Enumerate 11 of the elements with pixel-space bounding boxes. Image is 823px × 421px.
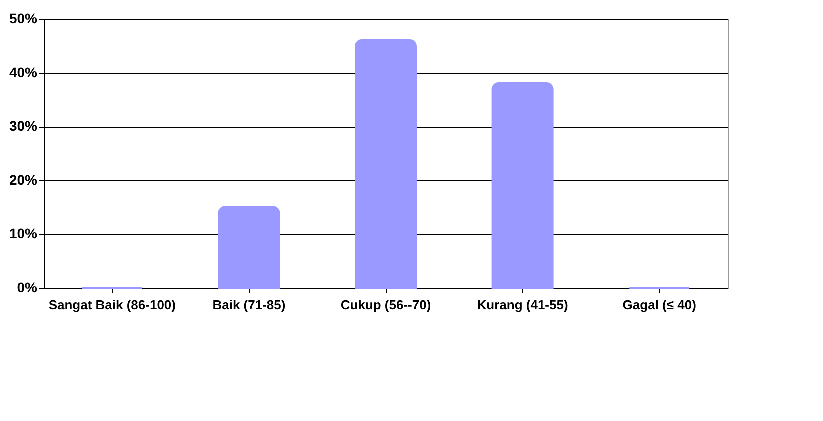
- x-tick-label: Sangat Baik (86-100): [48, 298, 176, 312]
- x-tick-label: Gagal (≤ 40): [622, 298, 696, 312]
- y-tick-label: 30%: [9, 118, 38, 134]
- y-tick-label: 10%: [9, 226, 38, 242]
- y-tick-label: 50%: [9, 10, 38, 26]
- y-tick-label: 0%: [17, 280, 38, 296]
- x-tick-label: Cukup (56--70): [340, 298, 432, 312]
- x-tick-label: Kurang (41-55): [477, 298, 568, 312]
- x-tick-label: Baik (71-85): [212, 298, 286, 312]
- y-tick-label: 20%: [9, 172, 38, 188]
- y-tick-label: 40%: [9, 64, 38, 80]
